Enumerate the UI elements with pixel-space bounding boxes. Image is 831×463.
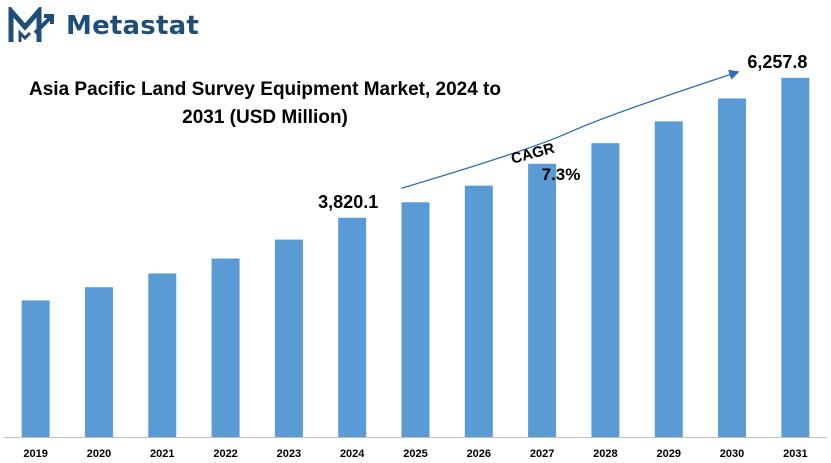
x-tick-label-2025: 2025	[403, 448, 427, 460]
x-tick-label-2028: 2028	[593, 448, 617, 460]
bar-2021	[148, 273, 177, 437]
brand-logo: Metastat	[8, 6, 199, 46]
bar-2028	[591, 143, 620, 437]
bar-2027	[528, 163, 557, 438]
x-tick-label-2020: 2020	[87, 448, 111, 460]
bar-2029	[654, 121, 683, 437]
data-label-2024: 3,820.1	[318, 192, 378, 212]
brand-name: Metastat	[66, 11, 199, 41]
x-tick-label-2022: 2022	[213, 448, 237, 460]
bar-2030	[718, 98, 747, 438]
cagr-arrow	[401, 69, 740, 189]
metastat-m-logo-icon	[8, 7, 54, 42]
x-tick-label-2029: 2029	[656, 448, 680, 460]
bar-2024	[338, 217, 367, 437]
x-tick-label-2023: 2023	[277, 448, 301, 460]
chart-title: Asia Pacific Land Survey Equipment Marke…	[29, 79, 501, 128]
cagr-label: CAGR	[509, 140, 556, 168]
bar-2019	[21, 300, 50, 437]
bar-2025	[401, 202, 430, 437]
bar-2031	[781, 77, 810, 438]
x-tick-label-2031: 2031	[783, 448, 807, 460]
x-tick-label-2024: 2024	[340, 448, 365, 460]
x-tick-label-2030: 2030	[720, 448, 744, 460]
cagr-value: 7.3%	[542, 165, 581, 184]
x-tick-label-2026: 2026	[467, 448, 491, 460]
x-tick-label-2019: 2019	[23, 448, 47, 460]
bar-2026	[464, 185, 493, 437]
data-label-2031: 6,257.8	[747, 52, 807, 72]
bar-2023	[274, 239, 303, 437]
bar-2020	[84, 287, 113, 437]
x-tick-label-2027: 2027	[530, 448, 554, 460]
x-tick-label-2021: 2021	[150, 448, 174, 460]
bar-2022	[211, 258, 240, 437]
